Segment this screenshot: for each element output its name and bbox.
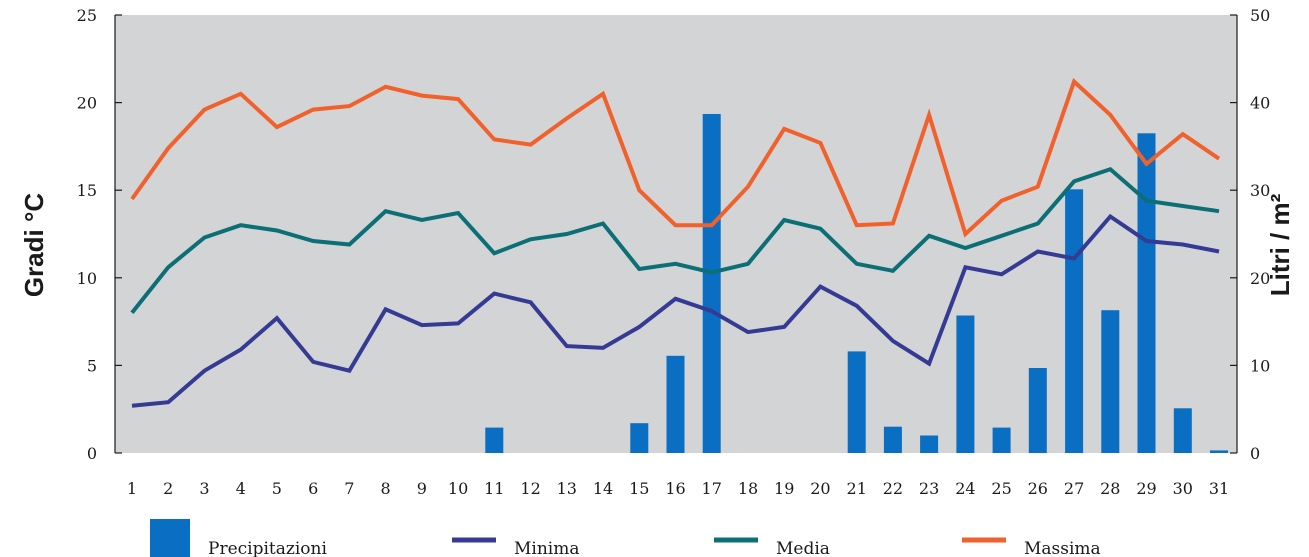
x-tick-label: 19 [774,479,794,498]
legend-label-minima: Minima [514,539,580,557]
precipitation-bar-29 [1137,133,1156,454]
right-tick-label: 50 [1250,6,1270,25]
x-tick-label: 18 [738,479,758,498]
x-tick-label: 31 [1209,479,1229,498]
right-tick-label: 0 [1250,444,1260,463]
precipitation-bar-28 [1101,310,1120,453]
right-tick-label: 20 [1250,269,1270,288]
x-tick-label: 3 [199,479,209,498]
x-tick-label: 4 [236,479,246,498]
precipitation-bars [485,114,1228,454]
series-line-minima [131,213,1220,408]
precipitation-bar-23 [920,435,939,453]
right-tick-label: 10 [1250,356,1270,375]
left-tick-label: 20 [77,94,97,113]
legend: Precipitazioni Minima Media Massima [150,519,1101,557]
precipitation-bar-22 [883,426,902,453]
precipitation-bar-31 [1210,450,1228,453]
x-tick-label: 11 [484,479,504,498]
precipitation-bar-17 [702,114,721,453]
x-tick-label: 12 [520,479,540,498]
x-tick-label: 20 [810,479,830,498]
precipitation-bar-24 [956,315,975,453]
left-tick-label: 25 [77,6,97,25]
x-tick-label: 1 [127,479,137,498]
right-axis: 0 10 20 30 40 50 [1230,6,1270,463]
left-tick-label: 10 [77,269,97,288]
precipitation-bar-25 [992,427,1011,453]
x-tick-label: 5 [272,479,282,498]
left-tick-label: 5 [87,356,97,375]
right-tick-label: 30 [1250,181,1270,200]
legend-label-massima: Massima [1024,539,1101,557]
precipitation-bar-21 [847,351,866,453]
x-tick-label: 13 [557,479,577,498]
temperature-lines [130,78,1221,408]
left-axis-title: Gradi °C [19,193,49,298]
right-axis-title: Litri / m² [1265,193,1295,296]
series-line-media [130,166,1220,315]
x-tick-label: 23 [919,479,939,498]
x-tick-label: 30 [1173,479,1193,498]
x-tick-label: 24 [955,479,975,498]
precipitation-bar-27 [1065,189,1084,454]
x-tick-label: 8 [381,479,391,498]
legend-label-precipitazioni: Precipitazioni [208,539,327,557]
x-tick-label: 14 [593,479,613,498]
x-tick-label: 28 [1100,479,1120,498]
x-tick-label: 25 [991,479,1011,498]
x-tick-label: 29 [1136,479,1156,498]
x-tick-label: 26 [1028,479,1048,498]
right-tick-label: 40 [1250,94,1270,113]
x-tick-label: 21 [847,479,867,498]
x-tick-label: 7 [344,479,354,498]
x-tick-label: 10 [448,479,468,498]
precipitation-bar-11 [485,427,504,453]
left-tick-label: 0 [87,444,97,463]
x-axis-ticks: 1 2 3 4 5 6 7 8 9 10 11 12 13 14 15 16 17 18 19 20 21 22 23 24 2… [127,479,1229,498]
x-tick-label: 15 [629,479,649,498]
x-tick-label: 22 [883,479,903,498]
legend-swatch-precipitazioni [150,519,190,557]
x-tick-label: 27 [1064,479,1084,498]
precipitation-bar-26 [1028,368,1047,453]
left-axis: 0 5 10 15 20 25 [77,6,122,463]
precipitation-bar-30 [1173,408,1192,453]
precipitation-bar-15 [630,423,649,453]
x-tick-label: 6 [308,479,318,498]
x-tick-label: 9 [417,479,427,498]
left-tick-label: 15 [77,181,97,200]
x-tick-label: 2 [163,479,173,498]
x-tick-label: 16 [665,479,685,498]
x-tick-label: 17 [702,479,722,498]
series-line-massima [130,78,1221,238]
precipitation-bar-16 [666,355,685,453]
legend-label-media: Media [776,539,830,557]
